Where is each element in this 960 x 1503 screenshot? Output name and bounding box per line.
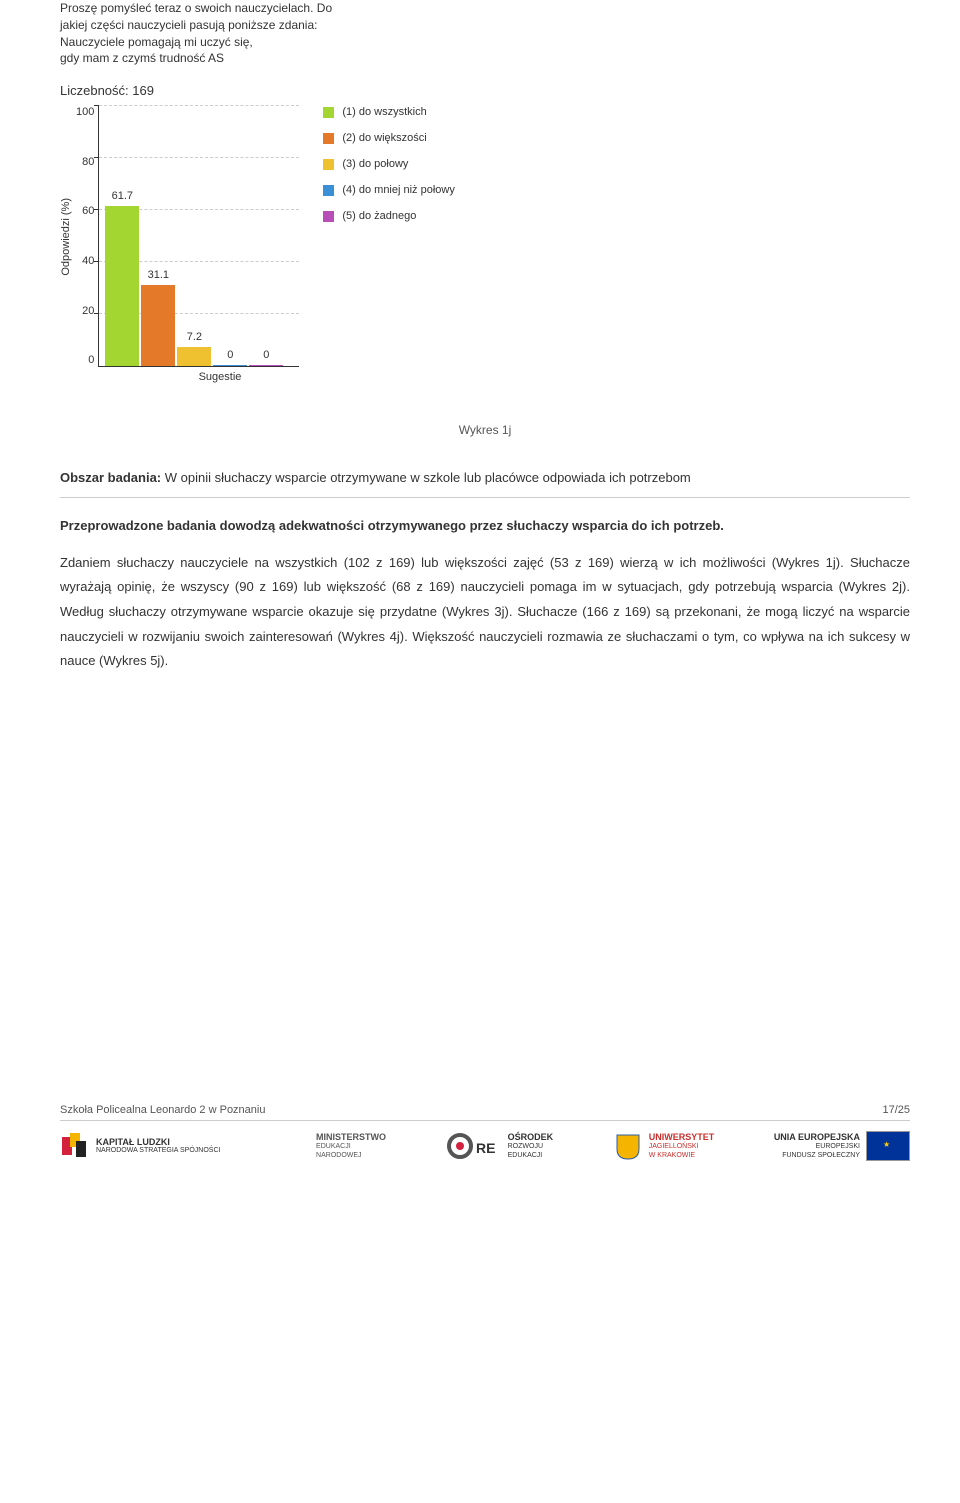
- divider: [60, 497, 910, 498]
- bar: 31.1: [141, 285, 175, 366]
- legend-item: (3) do połowy: [323, 158, 455, 170]
- chart-caption: Wykres 1j: [60, 423, 910, 437]
- bar-value-label: 7.2: [177, 331, 211, 343]
- body-text: Zdaniem słuchaczy nauczyciele na wszystk…: [60, 551, 910, 674]
- y-ticks: 100 80 60 40 20 0: [76, 106, 98, 366]
- count-label: Liczebność: 169: [60, 83, 910, 98]
- chart: Odpowiedzi (%) 100 80 60 40 20 0 61.731.…: [60, 106, 910, 367]
- ytick: 0: [76, 354, 94, 366]
- ytick: 20: [76, 305, 94, 317]
- footer-left: Szkoła Policealna Leonardo 2 w Poznaniu: [60, 1104, 265, 1116]
- section-heading: Obszar badania: W opinii słuchaczy wspar…: [60, 467, 910, 489]
- legend-swatch: [323, 133, 334, 144]
- subheading: Przeprowadzone badania dowodzą adekwatno…: [60, 514, 910, 537]
- chart-title-line: Proszę pomyśleć teraz o swoich nauczycie…: [60, 0, 910, 17]
- logo: MINISTERSTWOEDUKACJINARODOWEJ: [280, 1131, 386, 1161]
- ytick: 100: [76, 106, 94, 118]
- bars: 61.731.17.200: [105, 206, 283, 366]
- legend-swatch: [323, 107, 334, 118]
- heading-prefix: Obszar badania:: [60, 470, 165, 485]
- bar: 0: [249, 365, 283, 366]
- heading-text: W opinii słuchaczy wsparcie otrzymywane …: [165, 470, 691, 485]
- chart-title: Proszę pomyśleć teraz o swoich nauczycie…: [60, 0, 910, 67]
- eu-flag-icon: [866, 1131, 910, 1161]
- legend-label: (5) do żadnego: [342, 210, 416, 222]
- grid-line: [99, 157, 299, 158]
- legend-swatch: [323, 211, 334, 222]
- logo: UNIWERSYTETJAGIELLOŃSKIW KRAKOWIE: [613, 1131, 715, 1161]
- legend-label: (4) do mniej niż połowy: [342, 184, 455, 196]
- x-axis-label: Sugestie: [120, 371, 320, 383]
- legend-label: (2) do większości: [342, 132, 426, 144]
- bar-value-label: 0: [213, 349, 247, 361]
- ytick: 40: [76, 255, 94, 267]
- bar: 61.7: [105, 206, 139, 366]
- chart-title-line: jakiej części nauczycieli pasują poniższ…: [60, 17, 910, 34]
- legend-swatch: [323, 185, 334, 196]
- bar: 7.2: [177, 347, 211, 366]
- legend-item: (2) do większości: [323, 132, 455, 144]
- grid-line: [99, 105, 299, 106]
- logo: REOŚRODEKROZWOJUEDUKACJI: [446, 1131, 554, 1161]
- bar-value-label: 31.1: [141, 269, 175, 281]
- footer-logos: KAPITAŁ LUDZKINARODOWA STRATEGIA SPÓJNOŚ…: [60, 1131, 910, 1161]
- bar: 0: [213, 365, 247, 366]
- plot-area: 61.731.17.200: [98, 106, 299, 367]
- bar-value-label: 61.7: [105, 190, 139, 202]
- legend-label: (3) do połowy: [342, 158, 408, 170]
- page-footer: Szkoła Policealna Leonardo 2 w Poznaniu …: [0, 1104, 960, 1161]
- y-axis-label: Odpowiedzi (%): [60, 198, 72, 276]
- logo: KAPITAŁ LUDZKINARODOWA STRATEGIA SPÓJNOŚ…: [60, 1131, 220, 1161]
- chart-title-line: gdy mam z czymś trudność AS: [60, 50, 910, 67]
- legend-label: (1) do wszystkich: [342, 106, 426, 118]
- ytick: 80: [76, 156, 94, 168]
- legend: (1) do wszystkich (2) do większości (3) do…: [323, 106, 455, 236]
- legend-item: (4) do mniej niż połowy: [323, 184, 455, 196]
- svg-text:RE: RE: [476, 1140, 495, 1156]
- legend-swatch: [323, 159, 334, 170]
- logo-eu: UNIA EUROPEJSKAEUROPEJSKIFUNDUSZ SPOŁECZ…: [774, 1131, 910, 1161]
- footer-page: 17/25: [882, 1104, 910, 1116]
- legend-item: (1) do wszystkich: [323, 106, 455, 118]
- ytick: 60: [76, 205, 94, 217]
- chart-title-line: Nauczyciele pomagają mi uczyć się,: [60, 34, 910, 51]
- legend-item: (5) do żadnego: [323, 210, 455, 222]
- bar-value-label: 0: [249, 349, 283, 361]
